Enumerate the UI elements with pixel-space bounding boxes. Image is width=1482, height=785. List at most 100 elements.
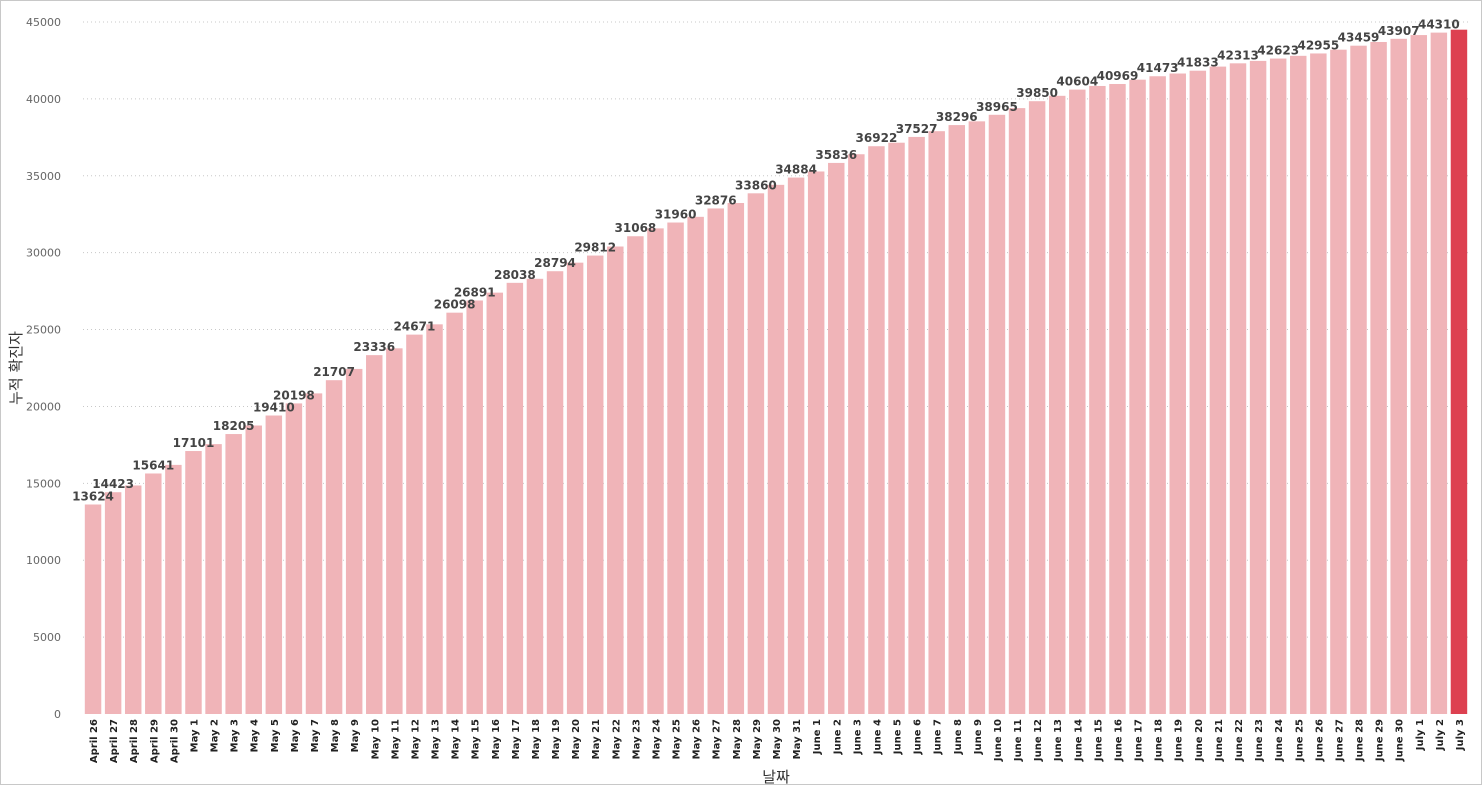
x-tick-label: May 22 [611, 719, 622, 759]
x-tick-label: April 27 [109, 719, 120, 763]
y-tick-label: 10000 [26, 554, 61, 567]
x-tick-label: July 3 [1455, 719, 1466, 751]
bar [767, 184, 785, 715]
y-tick-label: 20000 [26, 400, 61, 413]
x-tick-label: June 10 [993, 719, 1004, 762]
bar [627, 236, 644, 714]
x-tick-label: June 1 [812, 719, 823, 755]
bar [1290, 55, 1307, 714]
bar [446, 312, 463, 714]
data-label: 31068 [615, 221, 657, 235]
bar [1008, 108, 1026, 715]
x-tick-label: June 4 [872, 719, 883, 755]
data-label: 28794 [534, 256, 576, 270]
data-label: 43459 [1338, 31, 1380, 45]
x-tick-label: May 7 [310, 719, 321, 752]
x-tick-label: June 11 [1013, 719, 1024, 762]
x-tick-label: April 26 [89, 719, 100, 763]
data-label: 40969 [1097, 69, 1139, 83]
y-tick-label: 40000 [26, 93, 61, 106]
data-label: 33860 [735, 178, 777, 192]
x-tick-label: May 6 [290, 719, 301, 752]
x-tick-label: May 12 [410, 719, 421, 759]
bar [747, 193, 765, 714]
bar [1149, 76, 1166, 714]
x-tick-label: June 24 [1274, 719, 1285, 762]
x-tick-label: June 18 [1154, 719, 1165, 762]
bar [1209, 66, 1227, 714]
x-tick-label: May 21 [591, 719, 602, 759]
data-label: 42623 [1257, 44, 1299, 58]
x-tick-label: May 5 [270, 719, 281, 752]
data-label: 41473 [1137, 61, 1179, 75]
x-tick-label: June 25 [1294, 719, 1305, 762]
x-tick-label: May 26 [692, 719, 703, 759]
bar [807, 171, 825, 715]
data-label: 21707 [313, 365, 355, 379]
x-tick-label: May 8 [330, 719, 341, 752]
bar [325, 380, 343, 714]
x-tick-label: May 10 [370, 719, 381, 759]
bar [1069, 89, 1086, 714]
bar [727, 202, 745, 714]
bar [1430, 32, 1448, 715]
data-label: 28038 [494, 268, 536, 282]
x-tick-label: May 15 [471, 719, 482, 759]
x-tick-label: June 7 [933, 719, 944, 755]
x-tick-label: June 19 [1174, 719, 1185, 762]
bar [988, 114, 1006, 715]
data-label: 17101 [173, 436, 215, 450]
x-tick-label: July 2 [1435, 719, 1446, 751]
y-tick-label: 5000 [33, 631, 61, 644]
bar [205, 444, 222, 714]
x-tick-label: June 2 [832, 719, 843, 755]
data-label: 36922 [856, 131, 898, 145]
x-tick-label: May 28 [732, 719, 743, 759]
x-tick-label: June 27 [1334, 719, 1345, 762]
x-tick-label: June 5 [893, 719, 904, 755]
bar [647, 228, 664, 714]
data-label: 23336 [353, 340, 395, 354]
x-axis-title: 날짜 [762, 768, 790, 784]
bars [84, 29, 1468, 715]
x-tick-label: June 6 [913, 719, 924, 755]
bar [185, 451, 202, 714]
x-tick-label: June 16 [1113, 719, 1124, 762]
bar [968, 121, 986, 714]
x-tick-label: June 12 [1033, 719, 1044, 762]
x-tick-label: June 22 [1234, 719, 1245, 762]
data-label: 15641 [132, 458, 174, 472]
x-tick-label: May 18 [531, 719, 542, 759]
data-label: 39850 [1016, 86, 1058, 100]
x-tick-label: May 17 [511, 719, 522, 759]
data-label: 20198 [273, 388, 315, 402]
x-tick-label: May 16 [491, 719, 502, 759]
x-tick-label: May 29 [752, 719, 763, 759]
data-label: 31960 [655, 208, 697, 222]
x-tick-label: June 14 [1073, 719, 1084, 762]
bar [345, 368, 363, 714]
bar [1169, 73, 1186, 714]
bar [305, 393, 323, 714]
bar [1450, 29, 1468, 714]
x-tick-label: May 1 [189, 719, 200, 752]
bar [1189, 70, 1207, 715]
bar [506, 282, 524, 714]
x-tick-label: June 3 [852, 719, 863, 755]
x-tick-label: June 30 [1395, 719, 1406, 762]
data-label: 42955 [1297, 38, 1339, 52]
data-label: 35836 [815, 148, 857, 162]
x-tick-label: May 23 [631, 719, 642, 759]
x-tick-label: June 21 [1214, 719, 1225, 762]
bar [406, 334, 423, 714]
data-label: 24671 [394, 320, 436, 334]
x-tick-label: May 2 [210, 719, 221, 752]
data-label: 38296 [936, 110, 978, 124]
data-label: 26891 [454, 285, 496, 299]
x-tick-label: June 20 [1194, 719, 1205, 762]
data-label: 14423 [92, 477, 134, 491]
bar [1269, 58, 1287, 714]
bar [1249, 60, 1267, 715]
x-tick-label: May 24 [651, 719, 662, 759]
